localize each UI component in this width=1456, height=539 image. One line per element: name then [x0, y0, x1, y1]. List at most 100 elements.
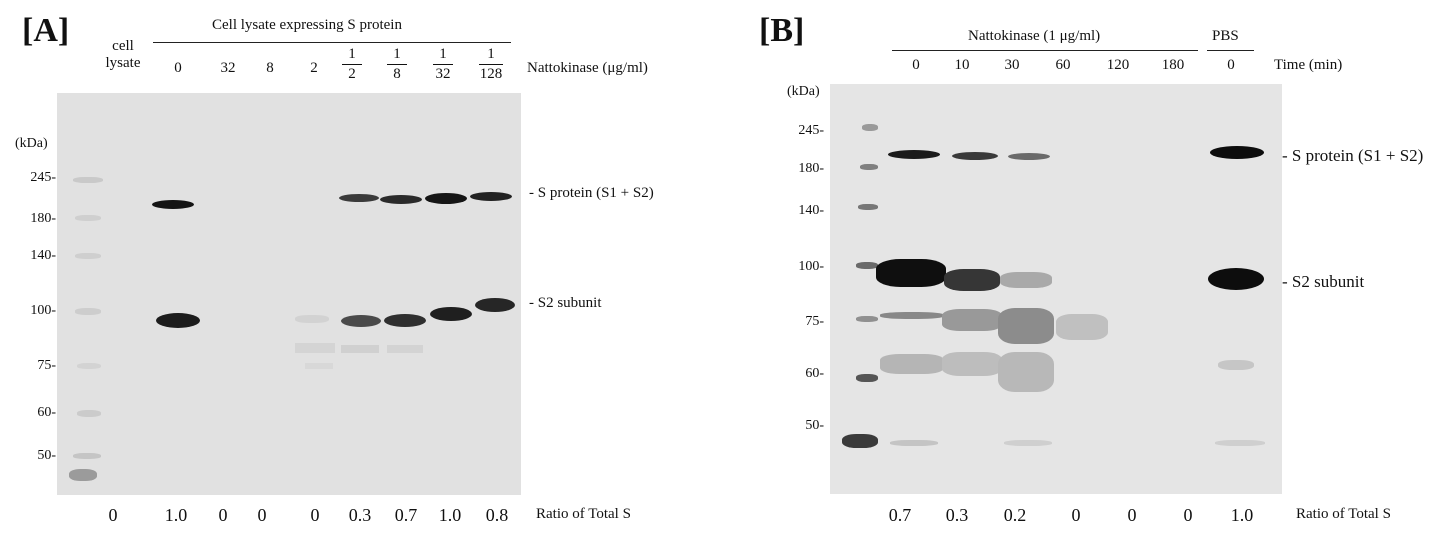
conc-label: 2 — [310, 60, 318, 76]
blot-image-a — [57, 93, 521, 495]
degradation-smear — [998, 308, 1054, 344]
time-unit-label: Time (min) — [1274, 57, 1343, 73]
s2-subunit-band — [1208, 268, 1264, 290]
degradation-smear — [1056, 314, 1108, 340]
conc-unit-label: Nattokinase (μg/ml) — [527, 60, 648, 76]
marker-50: 50- — [37, 448, 56, 463]
conc-fraction: 1 32 — [427, 46, 459, 83]
conc-label: 0 — [174, 60, 182, 76]
frac-den: 2 — [348, 66, 356, 82]
frac-num: 1 — [439, 46, 447, 62]
marker-75: 75- — [805, 314, 824, 329]
frac-den: 128 — [479, 66, 503, 82]
ratio-value: 0.2 — [1003, 505, 1027, 525]
conc-fraction: 1 128 — [473, 46, 509, 83]
ladder-band — [856, 262, 878, 269]
frac-bar — [479, 64, 503, 65]
s2-subunit-band — [876, 259, 946, 287]
s-protein-band — [152, 200, 194, 209]
blot-image-b — [830, 84, 1282, 494]
frac-bar — [387, 64, 407, 65]
time-label: 30 — [1004, 57, 1020, 73]
marker-180: 180- — [30, 211, 56, 226]
s-protein-band — [339, 194, 379, 202]
ratio-value: 0.3 — [348, 505, 372, 525]
marker-50: 50- — [805, 418, 824, 433]
ratio-value: 0 — [1127, 505, 1137, 525]
conc-fraction: 1 2 — [336, 46, 368, 83]
ratio-value: 0 — [108, 505, 118, 525]
marker-100: 100- — [798, 259, 824, 274]
ratio-value: 0 — [218, 505, 228, 525]
band-label-s2-subunit: - S2 subunit — [1282, 272, 1365, 291]
s2-subunit-band — [384, 314, 426, 327]
conc-label: 32 — [220, 60, 236, 76]
degradation-band — [880, 312, 944, 319]
time-label: 120 — [1106, 57, 1130, 73]
time-label: 0 — [1227, 57, 1235, 73]
conc-label: 8 — [266, 60, 274, 76]
ratio-value: 1.0 — [438, 505, 462, 525]
panel-a-header-rule — [153, 42, 511, 43]
s2-subunit-band — [156, 313, 200, 328]
s-protein-band — [888, 150, 940, 159]
band-label-s-protein: - S protein (S1 + S2) — [529, 185, 654, 201]
ratio-value: 0 — [257, 505, 267, 525]
ratio-value: 1.0 — [1230, 505, 1254, 525]
ratio-value: 0.3 — [945, 505, 969, 525]
ratio-value: 0.7 — [394, 505, 418, 525]
marker-75: 75- — [37, 358, 56, 373]
ladder-band — [73, 177, 103, 183]
lane-label-line1: cell — [112, 38, 134, 54]
ratio-value: 0 — [1183, 505, 1193, 525]
panel-a-label: [A] — [22, 12, 70, 49]
ladder-band — [69, 469, 97, 481]
marker-180: 180- — [798, 161, 824, 176]
faint-smear — [387, 345, 423, 353]
s2-subunit-band — [430, 307, 472, 321]
frac-den: 32 — [435, 66, 451, 82]
s2-subunit-band — [1000, 272, 1052, 288]
ladder-band — [862, 124, 878, 131]
frac-num: 1 — [393, 46, 401, 62]
degradation-smear — [880, 354, 944, 374]
ladder-band — [75, 215, 101, 221]
faint-band — [890, 440, 938, 446]
conc-fraction: 1 8 — [381, 46, 413, 83]
ladder-band — [860, 164, 878, 170]
time-label: 180 — [1161, 57, 1185, 73]
faint-smear — [341, 345, 379, 353]
panel-b-label: [B] — [759, 12, 805, 49]
band-label-s-protein: - S protein (S1 + S2) — [1282, 146, 1424, 165]
marker-60: 60- — [37, 405, 56, 420]
degradation-smear — [942, 309, 1002, 331]
degradation-smear — [942, 352, 1002, 376]
ratio-label-a: Ratio of Total S — [536, 506, 631, 522]
marker-100: 100- — [30, 303, 56, 318]
s-protein-band — [425, 193, 467, 204]
s-protein-band — [380, 195, 422, 204]
faint-smear — [295, 343, 335, 353]
faint-band — [1004, 440, 1052, 446]
ladder-band — [75, 253, 101, 259]
s-protein-band — [470, 192, 512, 201]
time-label: 0 — [912, 57, 920, 73]
kda-label-b: (kDa) — [787, 84, 820, 99]
s-protein-band — [1210, 146, 1264, 159]
marker-60: 60- — [805, 366, 824, 381]
ratio-label-b: Ratio of Total S — [1296, 506, 1391, 522]
time-label: 10 — [954, 57, 970, 73]
time-label: 60 — [1055, 57, 1071, 73]
frac-num: 1 — [348, 46, 356, 62]
marker-245: 245- — [798, 123, 824, 138]
s-protein-band — [1008, 153, 1050, 160]
frac-den: 8 — [393, 66, 401, 82]
ratio-value: 0 — [1071, 505, 1081, 525]
s2-subunit-band — [944, 269, 1000, 291]
ladder-band — [73, 453, 101, 459]
lane-label-line2: lysate — [105, 55, 141, 71]
faint-band — [1218, 360, 1254, 370]
frac-num: 1 — [487, 46, 495, 62]
s2-subunit-band — [475, 298, 515, 312]
ratio-value: 1.0 — [164, 505, 188, 525]
